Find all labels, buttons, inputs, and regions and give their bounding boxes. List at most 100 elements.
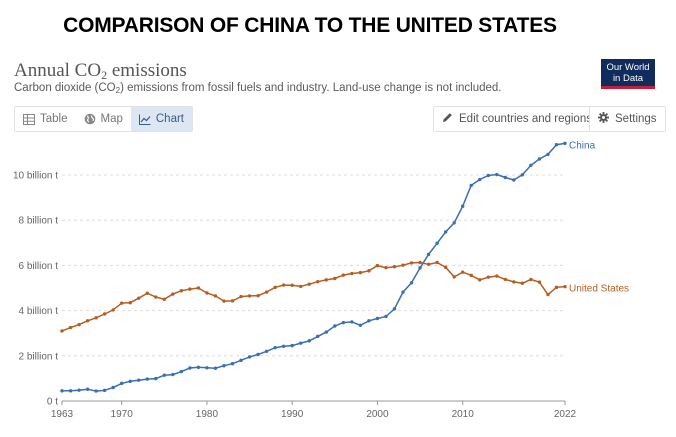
pencil-icon	[442, 112, 453, 126]
data-point	[230, 299, 235, 303]
data-point	[68, 325, 73, 330]
edit-countries-button[interactable]: Edit countries and regions	[433, 106, 601, 132]
x-tick-label: 2010	[452, 409, 475, 420]
data-point	[256, 293, 260, 298]
data-point	[452, 221, 456, 225]
tab-table[interactable]: Table	[15, 107, 76, 131]
data-point	[119, 381, 124, 386]
chart-title-end: emissions	[107, 60, 187, 81]
edit-countries-label: Edit countries and regions	[459, 113, 592, 125]
data-point	[546, 292, 550, 297]
data-point	[333, 276, 337, 281]
tab-chart[interactable]: Chart	[130, 107, 192, 131]
data-point	[137, 296, 141, 300]
data-point	[137, 378, 141, 382]
x-tick-label: 2022	[554, 409, 577, 420]
data-point	[350, 320, 354, 324]
series-line-china[interactable]	[62, 142, 566, 392]
data-point	[299, 284, 303, 289]
data-point	[537, 157, 542, 161]
y-tick-label: 4 billion t	[19, 306, 59, 317]
data-point	[213, 366, 218, 370]
data-point	[409, 261, 414, 265]
x-tick-label: 1990	[281, 409, 304, 420]
data-point	[307, 339, 311, 343]
data-point	[316, 334, 320, 339]
data-point	[179, 289, 184, 293]
data-point	[196, 365, 201, 370]
data-point	[563, 284, 567, 289]
data-point	[162, 297, 167, 301]
series-lines	[61, 142, 566, 392]
data-point	[111, 308, 115, 312]
data-point	[316, 279, 320, 284]
data-point	[281, 283, 286, 287]
series-labels: China United States	[569, 140, 629, 294]
data-point	[520, 173, 525, 177]
settings-button[interactable]: Settings	[589, 106, 666, 132]
chart-title-subscript: 2	[101, 68, 108, 82]
data-point	[299, 341, 303, 345]
data-point	[367, 319, 371, 323]
y-tick-label: 10 billion t	[13, 171, 58, 182]
data-point	[94, 389, 98, 393]
x-tick-label: 2000	[366, 409, 389, 420]
tab-map[interactable]: Map	[76, 107, 131, 131]
chart-subtitle-subscript: 2	[115, 86, 121, 95]
data-point	[171, 292, 175, 296]
grid-lines	[62, 174, 565, 357]
owid-logo[interactable]: Our World in Data	[601, 59, 655, 89]
data-point	[145, 377, 149, 381]
data-point	[94, 316, 98, 320]
data-point	[350, 271, 354, 276]
data-point	[222, 299, 226, 303]
data-point	[205, 366, 209, 370]
data-point	[188, 287, 192, 291]
data-point	[554, 143, 559, 147]
data-point	[179, 369, 184, 374]
tab-chart-label: Chart	[155, 113, 184, 125]
series-line-united-states[interactable]	[61, 261, 566, 332]
data-point	[486, 173, 490, 178]
data-point	[512, 280, 516, 284]
data-point	[401, 290, 405, 294]
data-point	[358, 323, 363, 327]
view-tabs: Table Map Chart	[14, 106, 193, 132]
data-point	[367, 269, 371, 273]
data-point	[290, 283, 294, 287]
data-point	[324, 278, 328, 282]
data-point	[563, 141, 567, 146]
data-point	[452, 275, 456, 279]
data-point	[85, 319, 90, 323]
data-point	[503, 175, 508, 180]
data-point	[154, 376, 158, 381]
data-point	[307, 282, 311, 286]
x-axis: 1963 1970 1980 1990 2000 2010 2022	[51, 400, 577, 420]
data-point	[111, 385, 115, 390]
data-point	[333, 324, 337, 328]
data-point	[119, 301, 124, 305]
data-point	[213, 294, 218, 298]
data-point	[222, 364, 226, 368]
y-axis-ticks: 0 t 2 billion t 4 billion t 6 billion t 8 bi…	[13, 171, 58, 408]
chart-subtitle-a: Carbon dioxide (CO	[14, 82, 116, 94]
data-point	[239, 294, 243, 299]
settings-label: Settings	[615, 113, 657, 125]
data-point	[247, 294, 252, 298]
data-point	[495, 274, 499, 278]
data-point	[85, 387, 90, 391]
data-point	[60, 329, 64, 333]
logo-line-2: in Data	[612, 73, 644, 84]
series-label-united-states[interactable]: United States	[569, 284, 629, 295]
data-point	[375, 263, 380, 268]
table-icon	[23, 113, 35, 125]
series-label-china[interactable]: China	[569, 140, 596, 151]
data-point	[188, 366, 192, 370]
data-point	[273, 345, 277, 350]
data-point	[546, 152, 550, 157]
data-point	[256, 352, 260, 357]
data-point	[358, 270, 363, 275]
data-point	[469, 273, 473, 278]
data-point	[520, 281, 525, 285]
data-point	[503, 277, 508, 282]
